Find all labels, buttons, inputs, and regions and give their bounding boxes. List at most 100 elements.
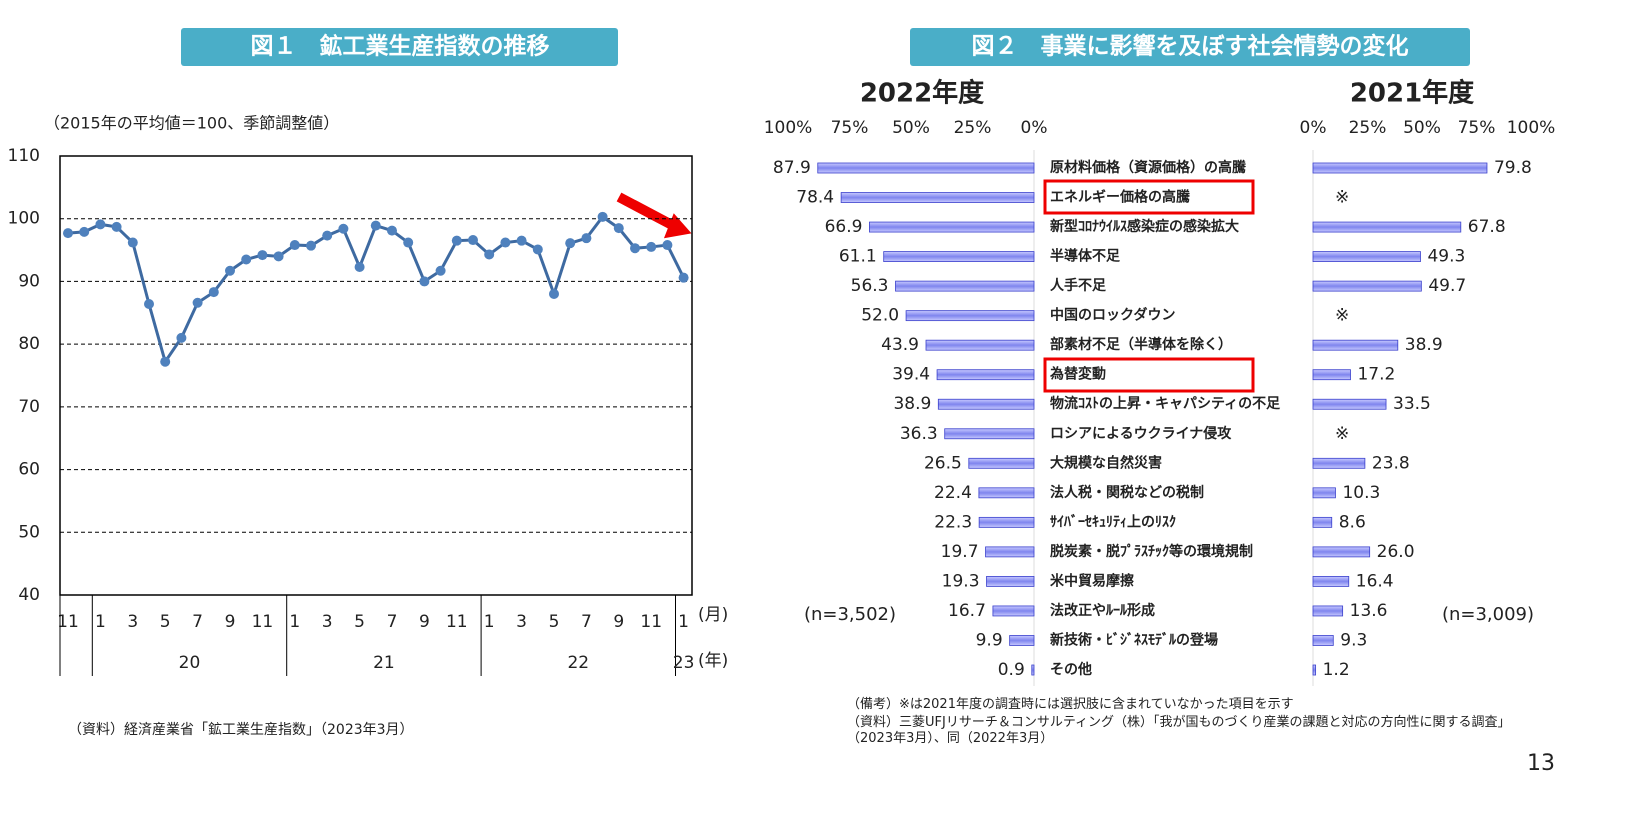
marker: [63, 228, 73, 239]
x-tick-label: 0%: [1021, 118, 1048, 138]
marker: [306, 240, 316, 251]
marker: [581, 233, 592, 244]
bar: [1312, 398, 1387, 410]
value-label: 13.6: [1350, 601, 1388, 621]
x-tick-label: 3: [127, 612, 138, 632]
highlight-box: [1043, 179, 1255, 215]
x-tick-label: 1: [484, 612, 495, 632]
bar: [992, 605, 1035, 617]
marker: [370, 220, 381, 231]
marker: [435, 265, 446, 276]
value-label: 10.3: [1342, 483, 1380, 503]
marker: [144, 299, 154, 310]
bar: [1312, 605, 1344, 617]
value-label: 8.6: [1339, 512, 1366, 532]
y-tick-label: 110: [8, 146, 40, 166]
bar: [1312, 487, 1336, 499]
x-tick-label: 50%: [1403, 118, 1441, 138]
marker: [500, 237, 511, 248]
year-label: 20: [179, 653, 201, 673]
marker: [79, 226, 90, 237]
category-label: 新技術・ﾋﾞｼﾞﾈｽﾓﾃﾞﾙの登場: [1050, 631, 1218, 648]
marker: [662, 240, 673, 251]
x-tick-label: 1: [289, 612, 300, 632]
bar: [895, 280, 1035, 292]
y-tick-label: 70: [18, 397, 40, 417]
value-label: 43.9: [881, 335, 919, 355]
marker: [322, 230, 333, 241]
value-label: 23.8: [1372, 453, 1410, 473]
y-tick-label: 80: [18, 334, 40, 354]
marker: [208, 287, 219, 298]
x-tick-label: 100%: [1507, 118, 1556, 138]
value-label: 26.0: [1377, 542, 1415, 562]
value-label: 49.7: [1428, 276, 1466, 296]
x-tick-label: 9: [225, 612, 236, 632]
value-label: 66.9: [825, 217, 863, 237]
marker: [630, 243, 640, 254]
value-label: 36.3: [900, 424, 938, 444]
marker: [111, 221, 122, 232]
x-tick-label: 100%: [764, 118, 813, 138]
value-label: ※: [1335, 188, 1349, 208]
title-banner: [181, 28, 618, 66]
bar: [1312, 339, 1399, 351]
category-label: エネルギー価格の高騰: [1050, 189, 1191, 206]
x-tick-label: 25%: [954, 118, 992, 138]
value-label: 16.7: [948, 601, 986, 621]
value-label: 9.9: [976, 630, 1003, 650]
category-label: 為替変動: [1049, 366, 1106, 383]
bar: [1009, 635, 1035, 646]
category-label: その他: [1050, 661, 1092, 678]
value-label: 39.4: [892, 365, 930, 385]
value-label: 33.5: [1393, 394, 1431, 414]
y-tick-label: 60: [18, 460, 40, 480]
marker: [613, 223, 624, 234]
sample-size: (n=3,502): [804, 604, 896, 625]
title-banner: [910, 28, 1470, 66]
bar: [840, 192, 1035, 203]
marker: [516, 235, 527, 246]
value-label: 19.7: [941, 542, 979, 562]
value-label: 9.3: [1340, 630, 1367, 650]
x-tick-label: 75%: [831, 118, 869, 138]
value-label: ※: [1335, 424, 1349, 444]
value-label: 16.4: [1356, 571, 1394, 591]
x-tick-label: 9: [613, 612, 624, 632]
value-label: 67.8: [1468, 217, 1506, 237]
marker: [273, 251, 284, 262]
bar: [1312, 516, 1333, 528]
marker: [160, 356, 171, 367]
bar: [869, 221, 1035, 233]
bar: [817, 162, 1035, 174]
marker: [192, 297, 203, 308]
bar: [905, 310, 1035, 322]
bar: [1312, 635, 1334, 646]
value-label: 38.9: [1405, 335, 1443, 355]
x-unit: (月): [698, 605, 728, 625]
marker: [127, 237, 138, 248]
value-label: 0.9: [998, 660, 1025, 680]
category-label: 半導体不足: [1050, 248, 1121, 265]
marker: [176, 332, 187, 343]
bar: [986, 576, 1035, 587]
bar: [1312, 369, 1351, 381]
bar: [937, 398, 1035, 410]
bar: [1312, 280, 1422, 292]
value-label: 52.0: [861, 306, 899, 326]
category-label: 法人税・関税などの税制: [1050, 484, 1204, 501]
bar: [978, 487, 1035, 499]
marker: [289, 240, 300, 251]
marker: [484, 249, 495, 260]
note: （資料）三菱UFJリサーチ＆コンサルティング（株）「我が国ものづくり産業の課題と…: [847, 715, 1511, 746]
category-label: 米中貿易摩擦: [1050, 572, 1134, 589]
series-header: 2022年度: [860, 78, 984, 109]
highlight-box: [1043, 357, 1255, 393]
sample-size: (n=3,009): [1442, 604, 1534, 625]
page-number: 13: [1527, 751, 1555, 776]
category-label: 脱炭素・脱ﾌﾟﾗｽﾁｯｸ等の環境規制: [1050, 543, 1253, 560]
marker: [354, 262, 365, 273]
year-label: 21: [373, 653, 395, 673]
bar: [883, 251, 1035, 262]
category-label: 中国のロックダウン: [1050, 307, 1175, 324]
